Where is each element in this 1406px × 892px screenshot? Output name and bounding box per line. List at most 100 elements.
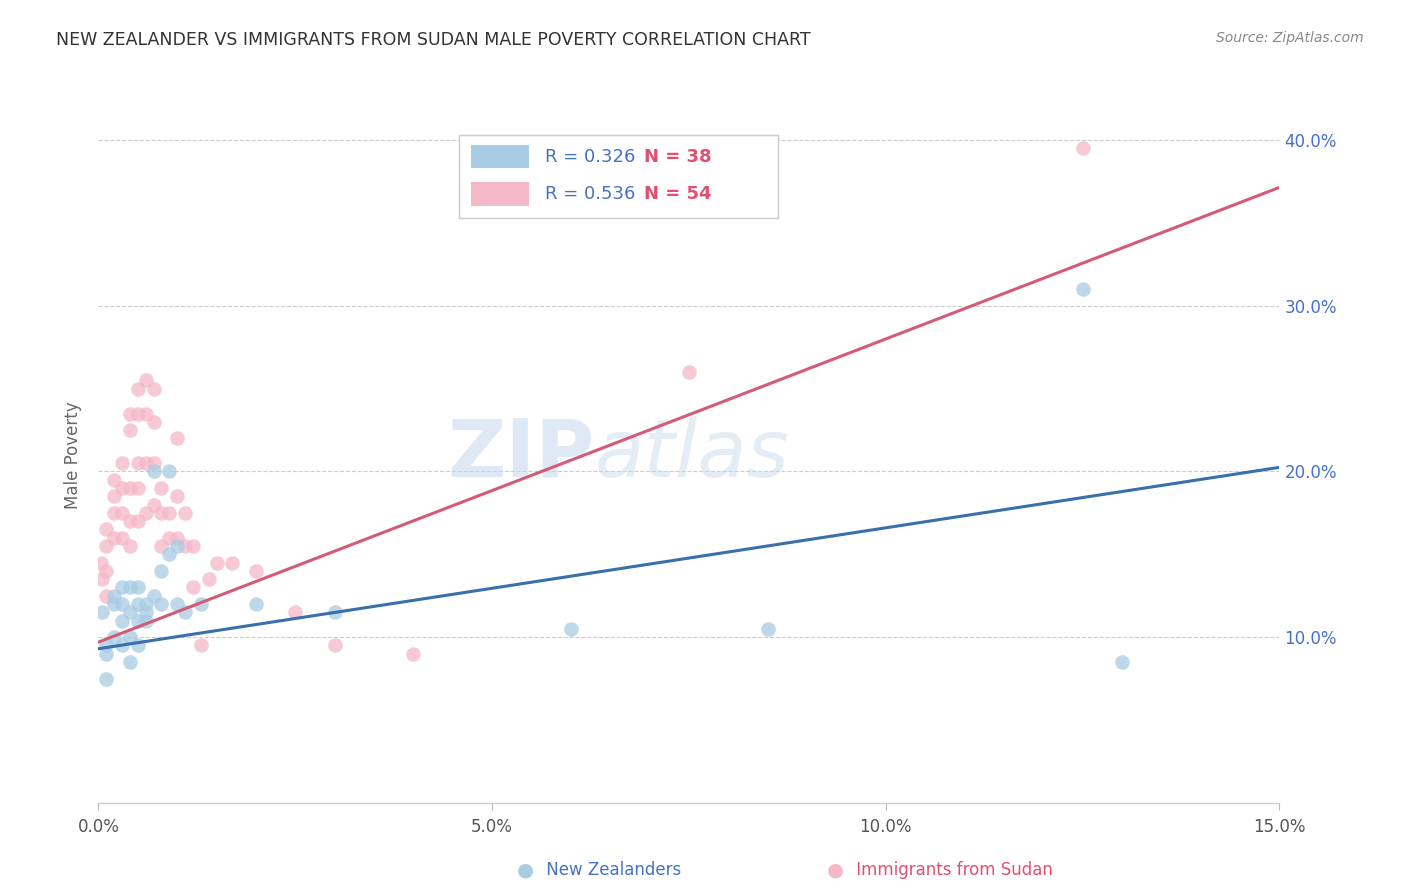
Point xyxy=(103,506,125,520)
Point xyxy=(197,572,219,586)
Point xyxy=(103,589,125,603)
Point xyxy=(181,581,204,595)
Point xyxy=(90,556,112,570)
Point xyxy=(142,382,165,396)
Point xyxy=(135,614,157,628)
Point xyxy=(402,647,425,661)
Point xyxy=(96,589,118,603)
Point xyxy=(118,407,141,421)
Point xyxy=(174,605,197,619)
Text: ●: ● xyxy=(827,860,844,880)
Text: ZIP: ZIP xyxy=(447,416,595,494)
Point xyxy=(96,647,118,661)
Point xyxy=(91,572,114,586)
Point xyxy=(284,605,307,619)
Point xyxy=(118,514,141,528)
Point xyxy=(118,581,141,595)
Point xyxy=(166,531,188,545)
Point xyxy=(166,597,188,611)
Point xyxy=(323,605,346,619)
Point xyxy=(1111,655,1133,669)
Point xyxy=(560,622,582,636)
Point xyxy=(111,531,134,545)
Point xyxy=(166,489,188,503)
Point xyxy=(96,639,118,653)
Point xyxy=(150,539,173,553)
Point xyxy=(111,597,134,611)
Point xyxy=(205,556,228,570)
Point xyxy=(1071,282,1094,296)
Point xyxy=(103,630,125,644)
Point xyxy=(118,630,141,644)
Point xyxy=(245,564,267,578)
Y-axis label: Male Poverty: Male Poverty xyxy=(65,401,83,508)
Point xyxy=(157,531,180,545)
Point xyxy=(118,423,141,437)
Point xyxy=(111,639,134,653)
Point xyxy=(135,456,157,470)
Point xyxy=(142,456,165,470)
Point xyxy=(1071,141,1094,155)
Point xyxy=(118,539,141,553)
Point xyxy=(142,498,165,512)
Point xyxy=(127,407,149,421)
Text: NEW ZEALANDER VS IMMIGRANTS FROM SUDAN MALE POVERTY CORRELATION CHART: NEW ZEALANDER VS IMMIGRANTS FROM SUDAN M… xyxy=(56,31,811,49)
Point xyxy=(127,597,149,611)
Point xyxy=(135,373,157,387)
Point xyxy=(96,564,118,578)
Point xyxy=(96,523,118,537)
Point xyxy=(157,547,180,561)
Point xyxy=(96,672,118,686)
Point xyxy=(142,415,165,429)
Point xyxy=(111,581,134,595)
Point xyxy=(135,407,157,421)
Point xyxy=(190,597,212,611)
Point xyxy=(127,514,149,528)
Point xyxy=(103,489,125,503)
Point xyxy=(127,481,149,495)
Point xyxy=(756,622,779,636)
Text: ●: ● xyxy=(517,860,534,880)
Point xyxy=(135,597,157,611)
Point xyxy=(221,556,243,570)
Point xyxy=(118,605,141,619)
Point xyxy=(127,614,149,628)
Point xyxy=(150,564,173,578)
Point xyxy=(245,597,267,611)
Point xyxy=(103,473,125,487)
Point xyxy=(96,539,118,553)
Point xyxy=(142,589,165,603)
Text: atlas: atlas xyxy=(595,416,789,494)
Point xyxy=(127,456,149,470)
Point xyxy=(118,655,141,669)
Point xyxy=(103,531,125,545)
Point xyxy=(678,365,700,379)
Point xyxy=(111,456,134,470)
Point xyxy=(118,481,141,495)
Point xyxy=(157,506,180,520)
Point xyxy=(190,639,212,653)
Text: Immigrants from Sudan: Immigrants from Sudan xyxy=(851,861,1053,879)
Text: New Zealanders: New Zealanders xyxy=(541,861,682,879)
Point xyxy=(135,605,157,619)
Point xyxy=(166,539,188,553)
Point xyxy=(150,481,173,495)
Point xyxy=(323,639,346,653)
Point xyxy=(150,506,173,520)
Point xyxy=(111,481,134,495)
Point xyxy=(174,539,197,553)
Point xyxy=(91,605,114,619)
Point xyxy=(142,465,165,479)
Point xyxy=(111,614,134,628)
Point xyxy=(103,597,125,611)
Point xyxy=(127,382,149,396)
Point xyxy=(135,506,157,520)
Point xyxy=(157,465,180,479)
Point xyxy=(111,506,134,520)
Text: Source: ZipAtlas.com: Source: ZipAtlas.com xyxy=(1216,31,1364,45)
Point xyxy=(127,639,149,653)
Point xyxy=(166,431,188,445)
Point xyxy=(127,581,149,595)
Point xyxy=(174,506,197,520)
Point xyxy=(150,597,173,611)
